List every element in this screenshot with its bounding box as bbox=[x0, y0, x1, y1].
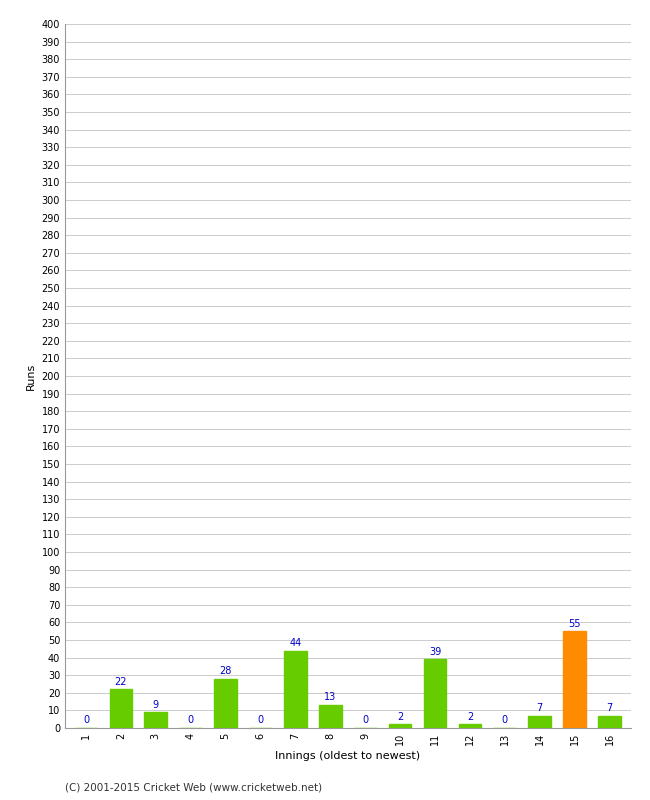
Text: 0: 0 bbox=[188, 715, 194, 726]
Bar bbox=[214, 678, 237, 728]
Text: 7: 7 bbox=[606, 703, 613, 713]
Text: 0: 0 bbox=[257, 715, 263, 726]
Text: 2: 2 bbox=[467, 712, 473, 722]
Text: 2: 2 bbox=[397, 712, 403, 722]
Text: 55: 55 bbox=[568, 618, 581, 629]
Bar bbox=[284, 650, 307, 728]
Text: 44: 44 bbox=[289, 638, 302, 648]
Text: 0: 0 bbox=[83, 715, 89, 726]
Bar bbox=[598, 716, 621, 728]
Text: 0: 0 bbox=[502, 715, 508, 726]
Bar bbox=[319, 705, 342, 728]
Bar bbox=[564, 631, 586, 728]
X-axis label: Innings (oldest to newest): Innings (oldest to newest) bbox=[275, 750, 421, 761]
Bar bbox=[389, 725, 411, 728]
Text: 0: 0 bbox=[362, 715, 369, 726]
Text: 9: 9 bbox=[153, 699, 159, 710]
Text: 39: 39 bbox=[429, 646, 441, 657]
Bar bbox=[109, 690, 132, 728]
Text: 7: 7 bbox=[537, 703, 543, 713]
Text: (C) 2001-2015 Cricket Web (www.cricketweb.net): (C) 2001-2015 Cricket Web (www.cricketwe… bbox=[65, 782, 322, 792]
Text: 22: 22 bbox=[114, 677, 127, 686]
Bar bbox=[144, 712, 167, 728]
Text: 28: 28 bbox=[220, 666, 232, 676]
Text: 13: 13 bbox=[324, 693, 337, 702]
Bar bbox=[459, 725, 481, 728]
Bar bbox=[424, 659, 447, 728]
Y-axis label: Runs: Runs bbox=[26, 362, 36, 390]
Bar bbox=[528, 716, 551, 728]
